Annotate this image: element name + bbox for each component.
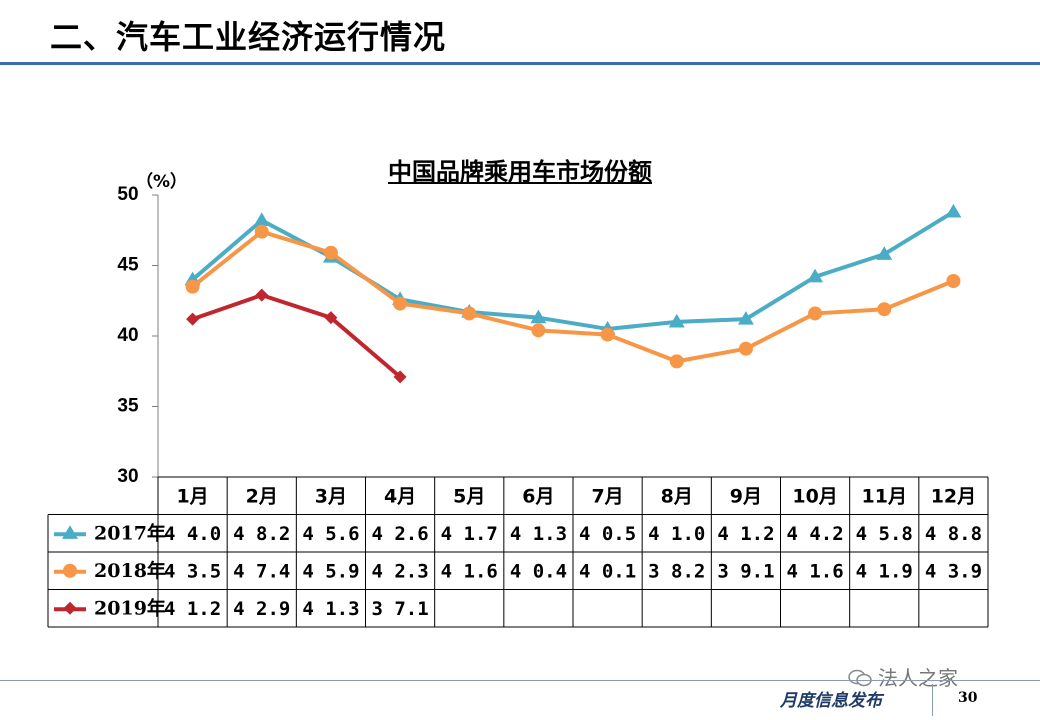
series-point: [253, 212, 270, 226]
series-point: [945, 203, 962, 218]
series-point: [531, 323, 546, 338]
y-tick-label: 35: [117, 396, 139, 417]
x-category-label: 3月: [315, 485, 347, 507]
x-category-label: 5月: [453, 485, 485, 507]
series-point: [946, 274, 961, 289]
y-tick-label: 50: [117, 184, 138, 205]
y-tick-label: 45: [117, 255, 139, 276]
table-value-cell: 4 1.7: [441, 523, 498, 545]
table-value-cell: 4 3.5: [164, 560, 221, 582]
table-value-cell: 4 1.3: [302, 598, 359, 620]
table-value-cell: 4 1.6: [786, 560, 843, 582]
legend-series-name: 2017年: [94, 521, 166, 544]
legend-key-marker: [62, 525, 78, 539]
page-number: 30: [958, 690, 978, 706]
table-value-cell: 4 2.6: [371, 523, 428, 545]
table-value-cell: 4 0.4: [510, 560, 567, 582]
y-tick-label: 30: [117, 466, 138, 487]
x-category-label: 11月: [862, 485, 907, 507]
x-category-label: 4月: [384, 485, 416, 507]
series-point: [254, 224, 269, 239]
table-value-cell: 4 8.8: [925, 523, 982, 545]
table-value-cell: 4 4.0: [164, 523, 221, 545]
table-value-cell: 4 1.3: [510, 523, 567, 545]
table-value-cell: 4 1.0: [648, 523, 705, 545]
x-category-label: 8月: [661, 485, 693, 507]
table-value-cell: 4 4.2: [786, 523, 843, 545]
table-value-cell: 4 1.2: [164, 598, 221, 620]
table-value-cell: 4 1.9: [856, 560, 913, 582]
series-point: [808, 306, 823, 321]
table-value-cell: 4 1.6: [441, 560, 498, 582]
table-value-cell: 4 5.6: [302, 523, 359, 545]
table-value-cell: 4 2.9: [233, 598, 290, 620]
footer-divider: [932, 684, 933, 716]
series-point: [393, 370, 407, 384]
series-point: [600, 327, 615, 342]
x-category-label: 12月: [931, 485, 976, 507]
table-value-cell: 3 8.2: [648, 560, 705, 582]
table-value-cell: 4 0.5: [579, 523, 636, 545]
series-point: [738, 341, 753, 356]
legend-key-marker: [63, 601, 77, 615]
series-point: [669, 354, 684, 369]
footer-text: 月度信息发布: [780, 691, 882, 711]
series-point: [323, 245, 338, 260]
series-point: [877, 302, 892, 317]
table-value-cell: 4 8.2: [233, 523, 290, 545]
x-category-label: 2月: [246, 485, 278, 507]
x-category-label: 7月: [591, 485, 623, 507]
series-point: [393, 296, 408, 311]
table-value-cell: 3 9.1: [717, 560, 774, 582]
series-point: [530, 309, 547, 324]
slide-title: 二、汽车工业经济运行情况: [50, 18, 447, 56]
x-category-label: 9月: [730, 485, 762, 507]
table-value-cell: 4 5.9: [302, 560, 359, 582]
chat-bubble-icon: [848, 669, 872, 687]
title-rule: [0, 62, 1040, 65]
table-value-cell: 4 5.8: [856, 523, 913, 545]
series-point: [255, 288, 269, 302]
series-point: [185, 279, 200, 294]
table-value-cell: 4 7.4: [233, 560, 290, 582]
series-point: [186, 312, 200, 326]
chart-title: 中国品牌乘用车市场份额: [388, 158, 652, 186]
table-value-cell: 4 2.3: [371, 560, 428, 582]
series-point: [324, 311, 338, 325]
y-tick-label: 40: [117, 325, 138, 346]
table-value-cell: 4 3.9: [925, 560, 982, 582]
legend-key-marker: [63, 563, 77, 578]
series-point: [737, 311, 754, 325]
table-value-cell: 4 0.1: [579, 560, 636, 582]
table-value-cell: 3 7.1: [371, 598, 428, 620]
table-value-cell: 4 1.2: [717, 523, 774, 545]
series-point: [876, 246, 893, 260]
legend-series-name: 2018年: [94, 559, 166, 582]
footer-rule: [0, 680, 1040, 681]
legend-series-name: 2019年: [94, 596, 166, 619]
series-line-2019年: [190, 293, 403, 379]
series-point: [807, 268, 824, 283]
series-line-2018年: [190, 229, 956, 364]
x-category-label: 10月: [792, 485, 837, 507]
watermark: 法人之家: [848, 662, 958, 691]
x-category-label: 6月: [522, 485, 554, 507]
series-point: [668, 313, 685, 328]
watermark-text: 法人之家: [878, 666, 958, 690]
y-axis-unit-label: （%）: [136, 172, 188, 192]
series-point: [462, 306, 477, 321]
x-category-label: 1月: [176, 485, 208, 507]
